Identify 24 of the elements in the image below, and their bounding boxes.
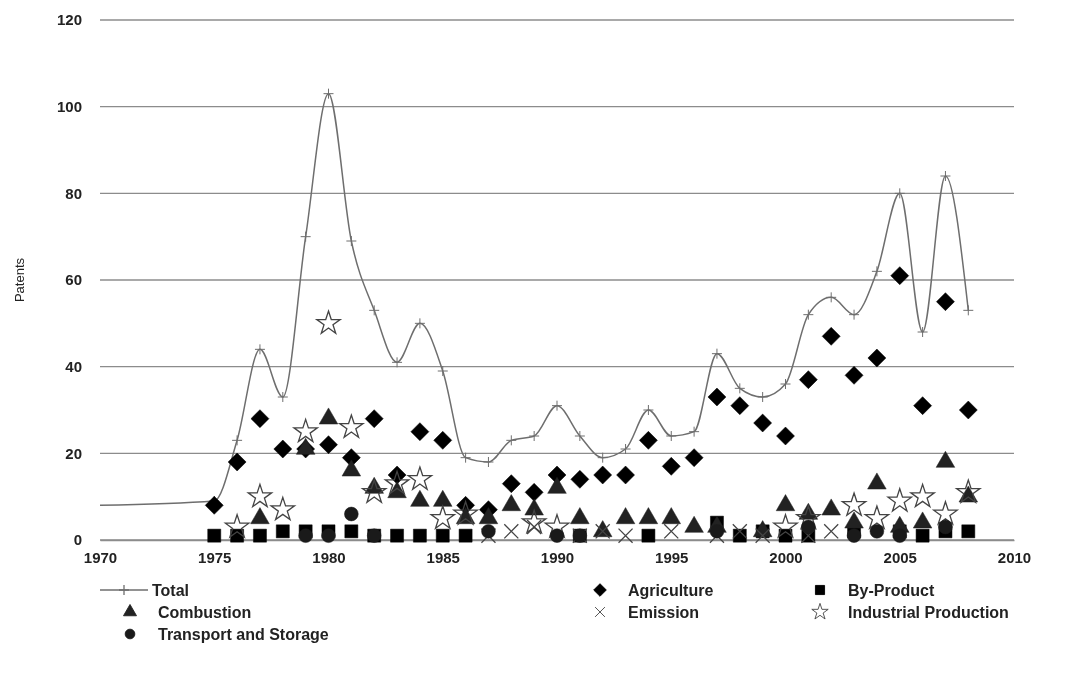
x-tick-label: 2000 [769, 548, 803, 566]
y-tick-label: 20 [65, 444, 82, 462]
x-tick-label: 1970 [83, 548, 118, 566]
x-tick-label: 2010 [997, 548, 1032, 566]
y-axis-title: Patents [12, 257, 27, 303]
legend-label: By-Product [848, 582, 935, 599]
y-tick-label: 0 [73, 531, 82, 549]
x-tick-label: 1990 [540, 548, 575, 566]
y-tick-label: 120 [56, 11, 82, 29]
y-tick-label: 60 [65, 271, 82, 289]
legend-label: Industrial Production [848, 604, 1009, 621]
x-tick-label: 2005 [883, 548, 917, 566]
y-tick-label: 100 [56, 97, 82, 115]
x-tick-label: 1975 [198, 548, 232, 566]
legend-label: Combustion [158, 604, 252, 621]
legend-label: Transport and Storage [158, 626, 329, 643]
legend-label: Emission [628, 604, 700, 621]
y-tick-label: 80 [65, 184, 82, 202]
legend-label: Total [152, 582, 190, 599]
x-tick-label: 1985 [426, 548, 460, 566]
x-tick-label: 1980 [312, 548, 346, 566]
legend-label: Agriculture [628, 582, 714, 599]
x-tick-label: 1995 [655, 548, 689, 566]
y-tick-label: 40 [65, 357, 82, 375]
